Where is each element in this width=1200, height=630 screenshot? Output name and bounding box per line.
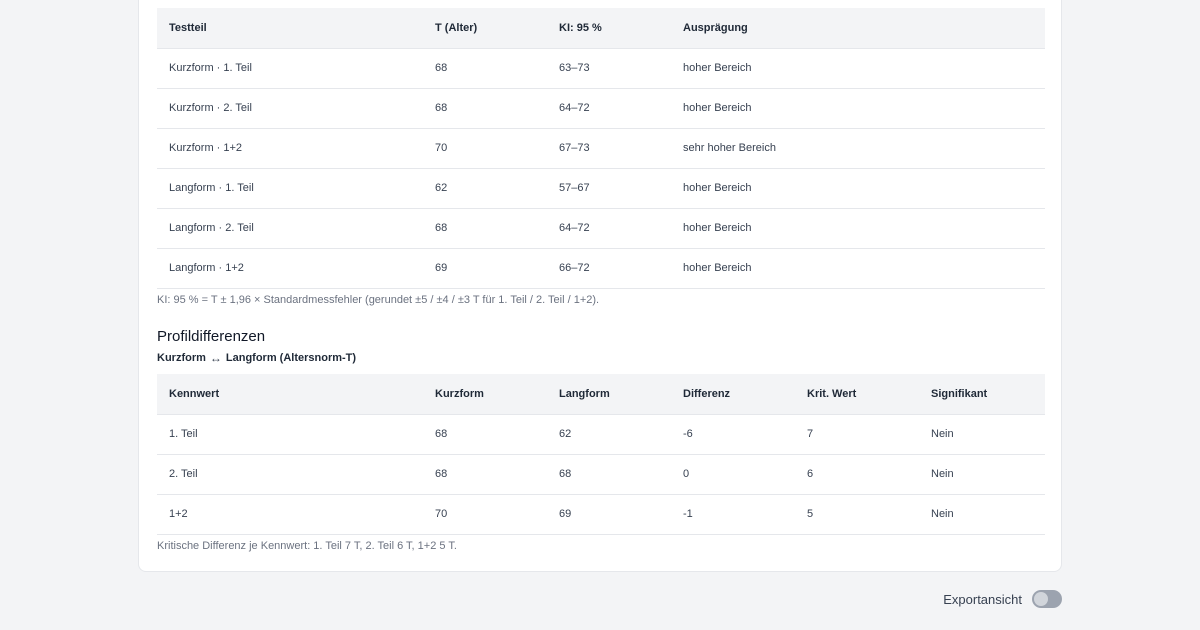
cell-t-value: 69 — [423, 248, 547, 289]
col-header-langform: Langform — [547, 374, 671, 415]
cell-testteil: Kurzform · 1. Teil — [157, 48, 423, 89]
cell-testteil: Langform · 1+2 — [157, 248, 423, 289]
cell-langform: 69 — [547, 494, 671, 535]
export-view-control: Exportansicht — [943, 590, 1062, 608]
table-row: Langform · 1. Teil 62 57–67 hoher Bereic… — [157, 168, 1045, 209]
cell-langform: 68 — [547, 454, 671, 495]
cell-testteil: Kurzform · 2. Teil — [157, 88, 423, 129]
cell-auspraegung: hoher Bereich — [671, 248, 1045, 289]
col-header-auspraegung: Ausprägung — [671, 8, 1045, 49]
table-row: 1. Teil 68 62 -6 7 Nein — [157, 414, 1045, 455]
table-row: Kurzform · 1+2 70 67–73 sehr hoher Berei… — [157, 128, 1045, 169]
cell-auspraegung: hoher Bereich — [671, 48, 1045, 89]
profile-difference-table: Kennwert Kurzform Langform Differenz Kri… — [157, 374, 1045, 535]
table-row: Langform · 2. Teil 68 64–72 hoher Bereic… — [157, 208, 1045, 249]
profile-header-row: Kennwert Kurzform Langform Differenz Kri… — [157, 374, 1045, 415]
export-view-toggle[interactable] — [1032, 590, 1062, 608]
cell-auspraegung: hoher Bereich — [671, 168, 1045, 209]
cell-signifikant: Nein — [919, 454, 1045, 495]
cell-differenz: -6 — [671, 414, 795, 455]
subtitle-right: Langform (Altersnorm-T) — [225, 352, 357, 364]
cell-t-value: 70 — [423, 128, 547, 169]
cell-krit-wert: 7 — [795, 414, 919, 455]
col-header-kurzform: Kurzform — [423, 374, 547, 415]
cell-signifikant: Nein — [919, 414, 1045, 455]
subtitle-left: Kurzform — [157, 352, 206, 364]
cell-ki: 66–72 — [547, 248, 671, 289]
table-row: Langform · 1+2 69 66–72 hoher Bereich — [157, 248, 1045, 289]
cell-testteil: Langform · 2. Teil — [157, 208, 423, 249]
ki-footnote: KI: 95 % = T ± 1,96 × Standardmessfehler… — [157, 294, 600, 306]
cell-krit-wert: 6 — [795, 454, 919, 495]
cell-kennwert: 2. Teil — [157, 454, 423, 495]
cell-testteil: Langform · 1. Teil — [157, 168, 423, 209]
results-card: Testteil T (Alter) KI: 95 % Ausprägung K… — [138, 0, 1062, 572]
results-header-row: Testteil T (Alter) KI: 95 % Ausprägung — [157, 8, 1045, 49]
cell-langform: 62 — [547, 414, 671, 455]
col-header-ki: KI: 95 % — [547, 8, 671, 49]
cell-kurzform: 70 — [423, 494, 547, 535]
cell-t-value: 68 — [423, 88, 547, 129]
col-header-testteil: Testteil — [157, 8, 423, 49]
table-row: 2. Teil 68 68 0 6 Nein — [157, 454, 1045, 495]
section-title-profildifferenzen: Profildifferenzen — [157, 328, 266, 345]
table-row: Kurzform · 1. Teil 68 63–73 hoher Bereic… — [157, 48, 1045, 89]
cell-ki: 63–73 — [547, 48, 671, 89]
cell-differenz: -1 — [671, 494, 795, 535]
cell-krit-wert: 5 — [795, 494, 919, 535]
col-header-t-alter: T (Alter) — [423, 8, 547, 49]
cell-t-value: 62 — [423, 168, 547, 209]
table-row: 1+2 70 69 -1 5 Nein — [157, 494, 1045, 535]
cell-auspraegung: sehr hoher Bereich — [671, 128, 1045, 169]
cell-ki: 57–67 — [547, 168, 671, 209]
cell-ki: 67–73 — [547, 128, 671, 169]
cell-ki: 64–72 — [547, 88, 671, 129]
col-header-signifikant: Signifikant — [919, 374, 1045, 415]
cell-ki: 64–72 — [547, 208, 671, 249]
toggle-knob — [1034, 592, 1048, 606]
cell-kurzform: 68 — [423, 454, 547, 495]
cell-kennwert: 1+2 — [157, 494, 423, 535]
cell-kurzform: 68 — [423, 414, 547, 455]
left-right-arrow-icon: ↔ — [209, 351, 222, 365]
table-row: Kurzform · 2. Teil 68 64–72 hoher Bereic… — [157, 88, 1045, 129]
cell-differenz: 0 — [671, 454, 795, 495]
col-header-kennwert: Kennwert — [157, 374, 423, 415]
results-table: Testteil T (Alter) KI: 95 % Ausprägung K… — [157, 8, 1045, 289]
export-view-label: Exportansicht — [943, 591, 1022, 607]
cell-t-value: 68 — [423, 208, 547, 249]
col-header-krit-wert: Krit. Wert — [795, 374, 919, 415]
critical-difference-footnote: Kritische Differenz je Kennwert: 1. Teil… — [157, 540, 457, 552]
cell-testteil: Kurzform · 1+2 — [157, 128, 423, 169]
cell-signifikant: Nein — [919, 494, 1045, 535]
cell-auspraegung: hoher Bereich — [671, 88, 1045, 129]
cell-auspraegung: hoher Bereich — [671, 208, 1045, 249]
cell-kennwert: 1. Teil — [157, 414, 423, 455]
cell-t-value: 68 — [423, 48, 547, 89]
comparison-subtitle: Kurzform ↔ Langform (Altersnorm-T) — [157, 351, 356, 365]
col-header-differenz: Differenz — [671, 374, 795, 415]
